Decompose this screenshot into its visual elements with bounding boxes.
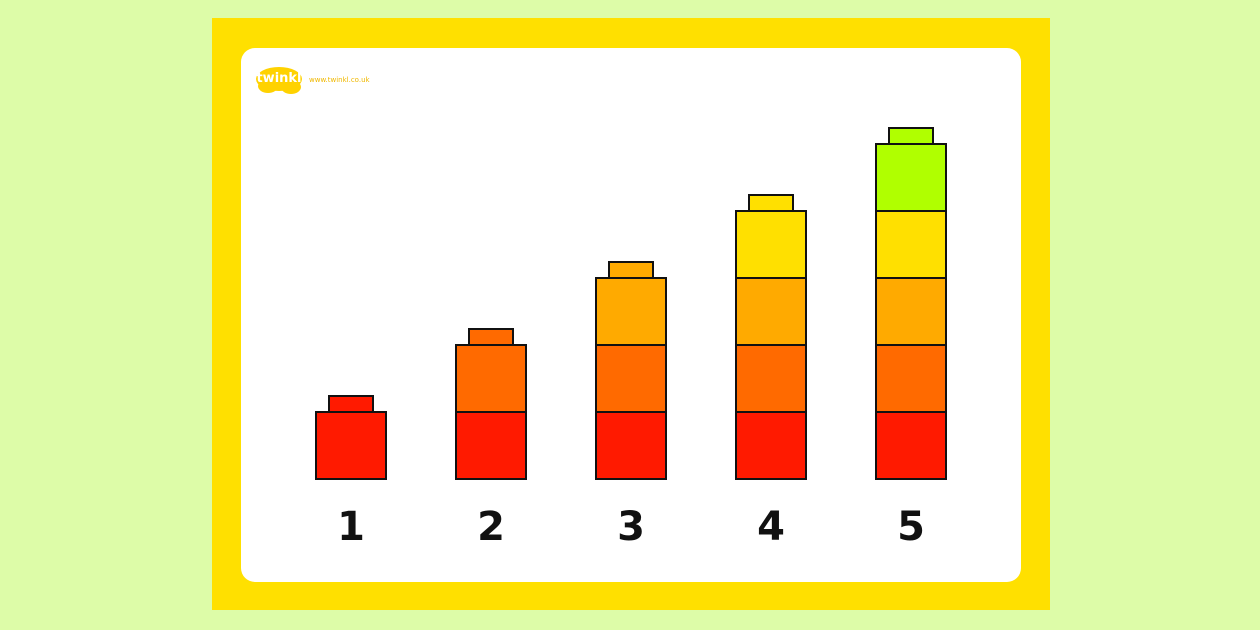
logo-name: twinkl xyxy=(256,71,301,86)
column-label: 4 xyxy=(757,504,785,550)
block xyxy=(455,344,527,413)
column-label: 5 xyxy=(897,504,925,550)
logo-url: www.twinkl.co.uk xyxy=(309,76,371,84)
block xyxy=(315,411,387,480)
block xyxy=(875,411,947,480)
block xyxy=(735,344,807,413)
logo-cloud xyxy=(281,80,301,94)
stud xyxy=(748,194,794,212)
block xyxy=(455,411,527,480)
column-label: 1 xyxy=(337,504,365,550)
stud xyxy=(608,261,654,279)
block xyxy=(875,210,947,279)
block xyxy=(875,277,947,346)
block xyxy=(595,277,667,346)
block xyxy=(875,344,947,413)
block xyxy=(735,411,807,480)
block xyxy=(595,344,667,413)
column-label: 3 xyxy=(617,504,645,550)
block xyxy=(735,277,807,346)
column-label: 2 xyxy=(477,504,505,550)
stud xyxy=(888,127,934,145)
stud xyxy=(328,395,374,413)
block xyxy=(595,411,667,480)
logo: twinkl www.twinkl.co.uk xyxy=(256,67,371,94)
logo-cloud xyxy=(258,79,278,93)
stud xyxy=(468,328,514,346)
block xyxy=(735,210,807,279)
block xyxy=(875,143,947,212)
